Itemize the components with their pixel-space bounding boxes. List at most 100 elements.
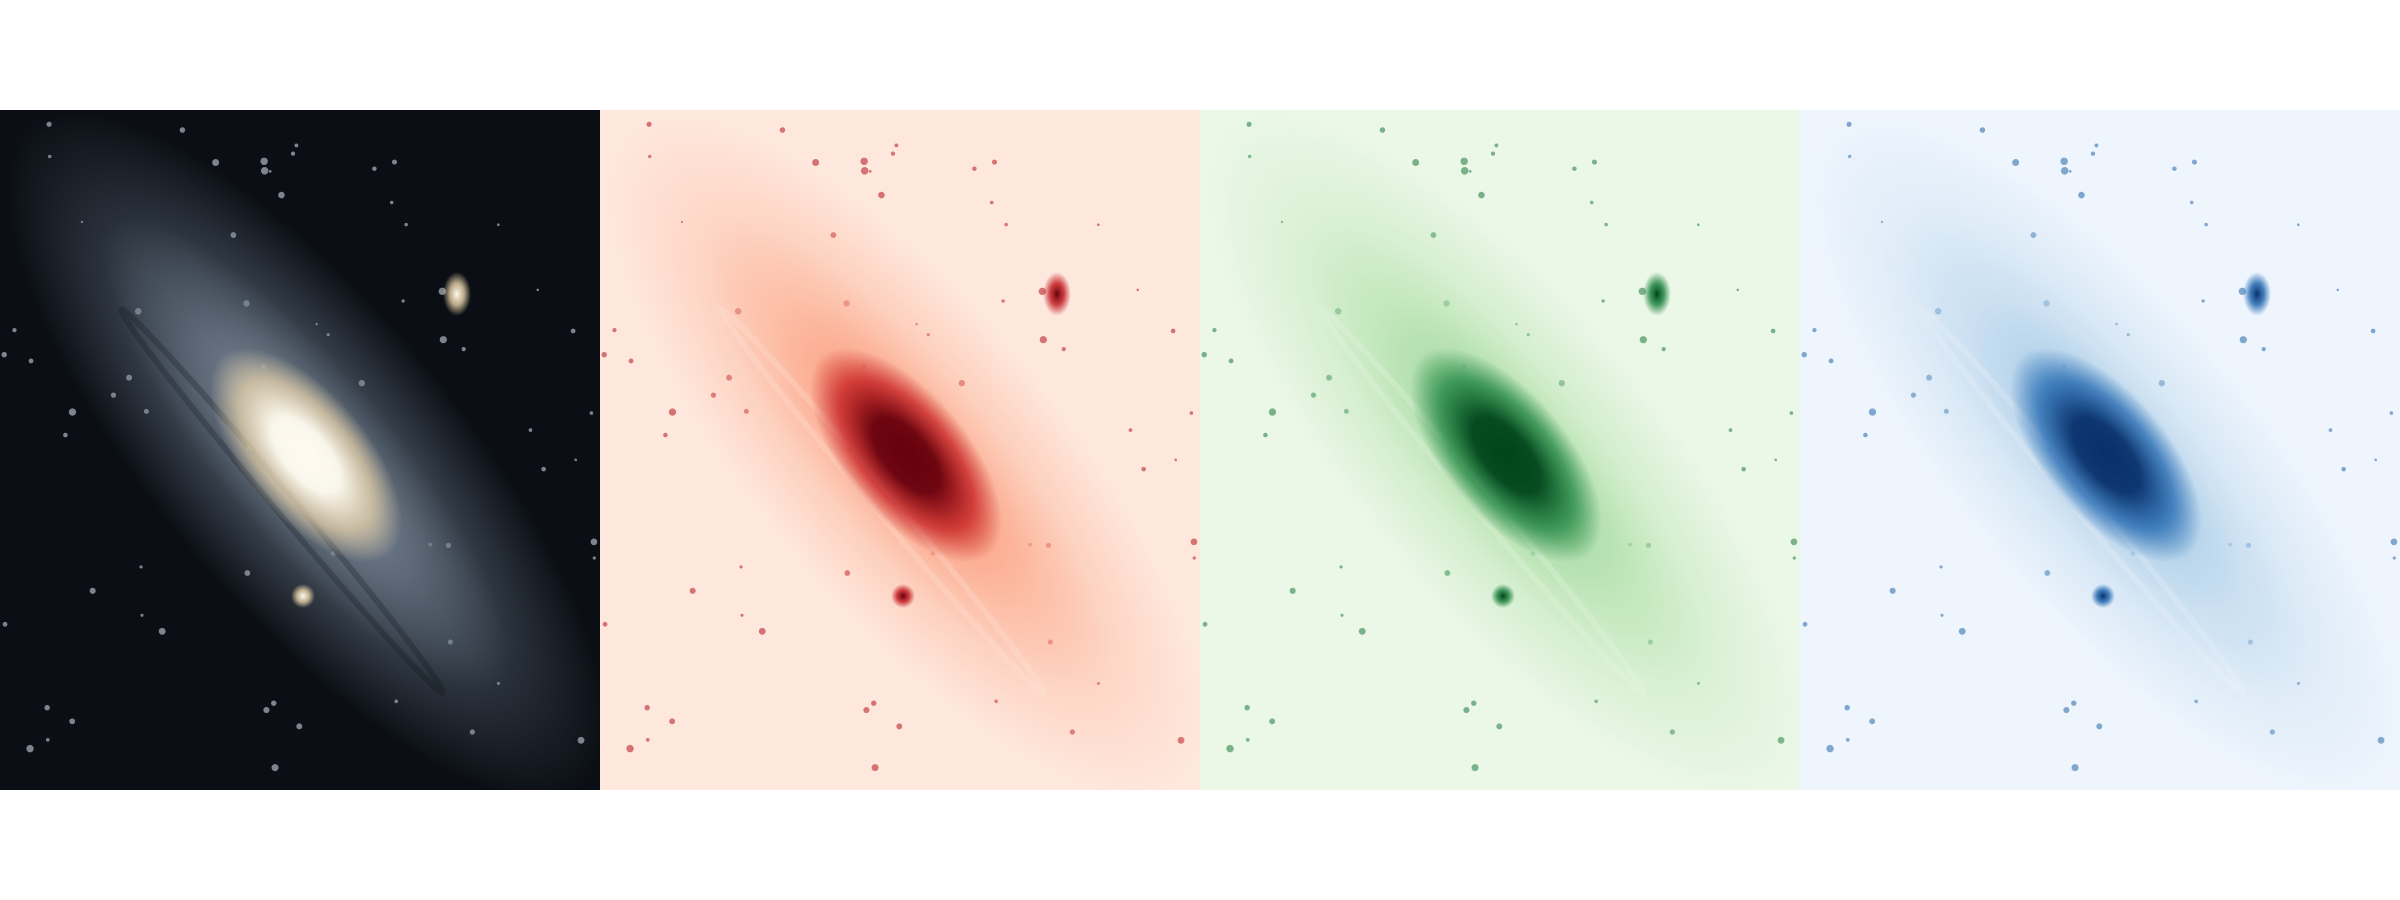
- star: [179, 127, 186, 133]
- star: [570, 328, 576, 334]
- star: [1244, 704, 1250, 711]
- star: [628, 358, 634, 364]
- star: [1661, 347, 1666, 352]
- star: [1572, 166, 1577, 171]
- star: [626, 744, 634, 753]
- star: [45, 738, 50, 742]
- star: [290, 151, 296, 156]
- star: [1269, 718, 1276, 725]
- star: [1128, 428, 1133, 432]
- star: [12, 327, 17, 333]
- star: [1774, 458, 1777, 462]
- star: [1228, 358, 1234, 364]
- star: [1463, 706, 1470, 714]
- star: [26, 744, 34, 753]
- star: [2392, 556, 2396, 560]
- star: [1801, 351, 1807, 358]
- satellite-galaxy: [2091, 584, 2115, 608]
- star: [2, 621, 8, 627]
- star: [1471, 764, 1479, 772]
- star: [1201, 351, 1207, 358]
- star: [871, 700, 877, 706]
- star: [1004, 222, 1008, 227]
- star: [1039, 336, 1047, 344]
- image-panel: [0, 110, 600, 790]
- star: [391, 159, 397, 165]
- star: [1245, 738, 1250, 742]
- star: [1589, 200, 1594, 205]
- star: [1979, 127, 1986, 133]
- star: [1490, 151, 1496, 156]
- satellite-galaxy: [443, 272, 471, 316]
- star: [590, 538, 598, 546]
- star: [1141, 466, 1146, 472]
- star: [1845, 738, 1850, 742]
- star: [890, 151, 896, 156]
- star: [2191, 159, 2197, 165]
- star: [1, 351, 7, 358]
- image-panel: [600, 110, 1200, 790]
- star: [2370, 328, 2376, 334]
- star: [541, 466, 546, 472]
- satellite-galaxy: [1043, 272, 1071, 316]
- star: [1460, 157, 1468, 166]
- star: [1868, 408, 1877, 416]
- star: [1190, 538, 1198, 546]
- star: [991, 159, 997, 165]
- star: [1170, 328, 1176, 334]
- star: [1192, 556, 1196, 560]
- galaxy-bulge: [209, 347, 403, 563]
- star: [296, 723, 303, 730]
- star: [878, 191, 885, 199]
- star: [860, 157, 868, 166]
- star: [271, 700, 277, 706]
- star: [1189, 411, 1194, 415]
- star: [1358, 627, 1366, 635]
- star: [260, 167, 269, 175]
- star: [140, 613, 144, 617]
- star: [1001, 299, 1005, 303]
- star: [2071, 764, 2079, 772]
- star: [602, 621, 608, 627]
- star: [601, 351, 607, 358]
- star: [2172, 166, 2177, 171]
- star: [1789, 411, 1794, 415]
- star: [2096, 723, 2103, 730]
- star: [1097, 223, 1100, 226]
- star: [612, 327, 617, 333]
- satellite-galaxy: [891, 584, 915, 608]
- star: [645, 738, 650, 742]
- star: [972, 166, 977, 171]
- star: [1939, 565, 1943, 569]
- star: [1471, 700, 1477, 706]
- star: [1174, 458, 1177, 462]
- star: [139, 565, 143, 569]
- star: [589, 411, 594, 415]
- star: [1940, 613, 1944, 617]
- star: [894, 143, 899, 148]
- galaxy: [1206, 111, 1800, 790]
- star: [1826, 744, 1834, 753]
- satellite-galaxy: [291, 584, 315, 608]
- star: [2060, 167, 2069, 175]
- star: [2390, 538, 2398, 546]
- star: [668, 408, 677, 416]
- satellite-galaxy: [1491, 584, 1515, 608]
- star: [1741, 466, 1746, 472]
- star: [592, 556, 596, 560]
- star: [2090, 151, 2096, 156]
- star: [739, 565, 743, 569]
- star: [461, 347, 466, 352]
- star: [1869, 718, 1876, 725]
- star: [860, 167, 869, 175]
- star: [2239, 336, 2247, 344]
- star: [2341, 466, 2346, 472]
- star: [2071, 700, 2077, 706]
- star: [896, 723, 903, 730]
- star: [1604, 222, 1608, 227]
- star: [158, 627, 166, 635]
- star: [574, 458, 577, 462]
- star: [2063, 706, 2070, 714]
- star: [758, 627, 766, 635]
- star: [260, 157, 268, 166]
